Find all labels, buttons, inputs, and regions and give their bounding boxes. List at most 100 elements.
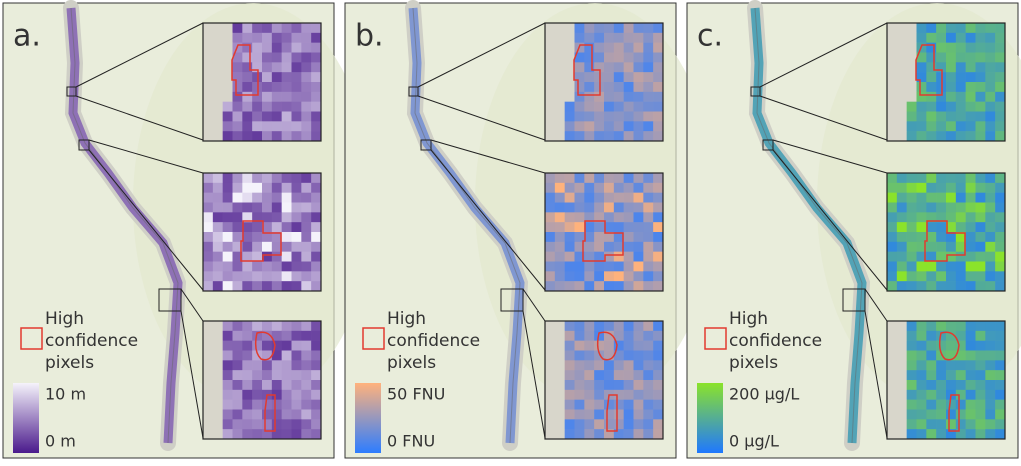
inset-pixel — [995, 331, 1005, 341]
inset-pixel — [223, 281, 233, 291]
inset-pixel — [272, 321, 282, 331]
inset-pixel — [624, 121, 634, 131]
colorbar — [355, 383, 381, 453]
inset-pixel — [223, 321, 233, 331]
inset-pixel — [594, 360, 604, 370]
inset-pixel — [995, 321, 1005, 331]
inset-pixel — [242, 43, 252, 53]
inset-pixel — [252, 121, 262, 131]
inset-pixel — [545, 131, 555, 141]
inset-pixel — [966, 351, 976, 361]
inset-pixel — [985, 43, 995, 53]
inset-pixel — [252, 370, 262, 380]
inset-pixel — [936, 321, 946, 331]
inset-pixel — [624, 242, 634, 252]
inset-pixel — [223, 203, 233, 213]
inset-pixel — [252, 341, 262, 351]
inset-pixel — [203, 410, 213, 420]
inset-pixel — [262, 360, 272, 370]
inset-pixel — [917, 390, 927, 400]
inset-pixel — [555, 360, 565, 370]
inset-pixel — [282, 212, 292, 222]
inset-pixel — [936, 419, 946, 429]
inset-pixel — [634, 212, 644, 222]
inset-pixel — [917, 419, 927, 429]
inset-pixel — [272, 212, 282, 222]
inset-pixel — [311, 43, 321, 53]
inset-pixel — [926, 232, 936, 242]
figure: a.Highconfidencepixels10 m0 mb.Highconfi… — [0, 0, 1021, 462]
inset-pixel — [545, 400, 555, 410]
inset-pixel — [301, 82, 311, 92]
inset-pixel — [213, 203, 223, 213]
inset-pixel — [545, 203, 555, 213]
inset-pixel — [223, 173, 233, 183]
inset-pixel — [301, 33, 311, 43]
inset-pixel — [252, 183, 262, 193]
inset-pixel — [213, 43, 223, 53]
inset-pixel — [917, 102, 927, 112]
inset-pixel — [956, 53, 966, 63]
inset-pixel — [301, 390, 311, 400]
inset-pixel — [292, 112, 302, 122]
inset-pixel — [262, 370, 272, 380]
inset-pixel — [985, 281, 995, 291]
inset-pixel — [634, 242, 644, 252]
inset-pixel — [995, 232, 1005, 242]
inset-pixel — [233, 380, 243, 390]
inset-pixel — [917, 92, 927, 102]
inset-pixel — [301, 62, 311, 72]
inset-pixel — [292, 102, 302, 112]
inset-pixel — [282, 321, 292, 331]
inset-pixel — [282, 102, 292, 112]
inset-pixel — [301, 222, 311, 232]
inset-pixel — [634, 222, 644, 232]
inset-pixel — [301, 173, 311, 183]
inset-pixel — [995, 62, 1005, 72]
inset-pixel — [643, 380, 653, 390]
inset-pixel — [917, 400, 927, 410]
inset-pixel — [282, 23, 292, 33]
inset-pixel — [624, 360, 634, 370]
inset-pixel — [966, 252, 976, 262]
inset-pixel — [907, 121, 917, 131]
inset-pixel — [213, 341, 223, 351]
inset-pixel — [242, 23, 252, 33]
inset-pixel — [976, 390, 986, 400]
inset-pixel — [233, 112, 243, 122]
inset-pixel — [634, 370, 644, 380]
inset-pixel — [897, 271, 907, 281]
inset-pixel — [624, 429, 634, 439]
inset-pixel — [634, 131, 644, 141]
inset-pixel — [262, 62, 272, 72]
inset-pixel — [272, 262, 282, 272]
inset-pixel — [614, 62, 624, 72]
inset-pixel — [565, 400, 575, 410]
inset-pixel — [242, 429, 252, 439]
inset-pixel — [624, 112, 634, 122]
inset-pixel — [301, 271, 311, 281]
inset-pixel — [545, 43, 555, 53]
inset-pixel — [995, 193, 1005, 203]
inset-pixel — [565, 281, 575, 291]
inset-pixel — [272, 82, 282, 92]
inset-pixel — [545, 331, 555, 341]
inset-pixel — [584, 53, 594, 63]
inset-pixel — [907, 271, 917, 281]
inset-pixel — [614, 271, 624, 281]
inset-pixel — [213, 62, 223, 72]
inset-pixel — [966, 62, 976, 72]
inset-pixel — [946, 341, 956, 351]
inset-pixel — [565, 222, 575, 232]
inset-pixel — [917, 370, 927, 380]
inset-pixel — [555, 23, 565, 33]
inset-pixel — [575, 281, 585, 291]
inset-pixel — [995, 102, 1005, 112]
inset-pixel — [917, 380, 927, 390]
inset-pixel — [966, 321, 976, 331]
inset-pixel — [936, 262, 946, 272]
inset-pixel — [907, 242, 917, 252]
inset-pixel — [926, 193, 936, 203]
inset-pixel — [634, 232, 644, 242]
inset-pixel — [946, 102, 956, 112]
